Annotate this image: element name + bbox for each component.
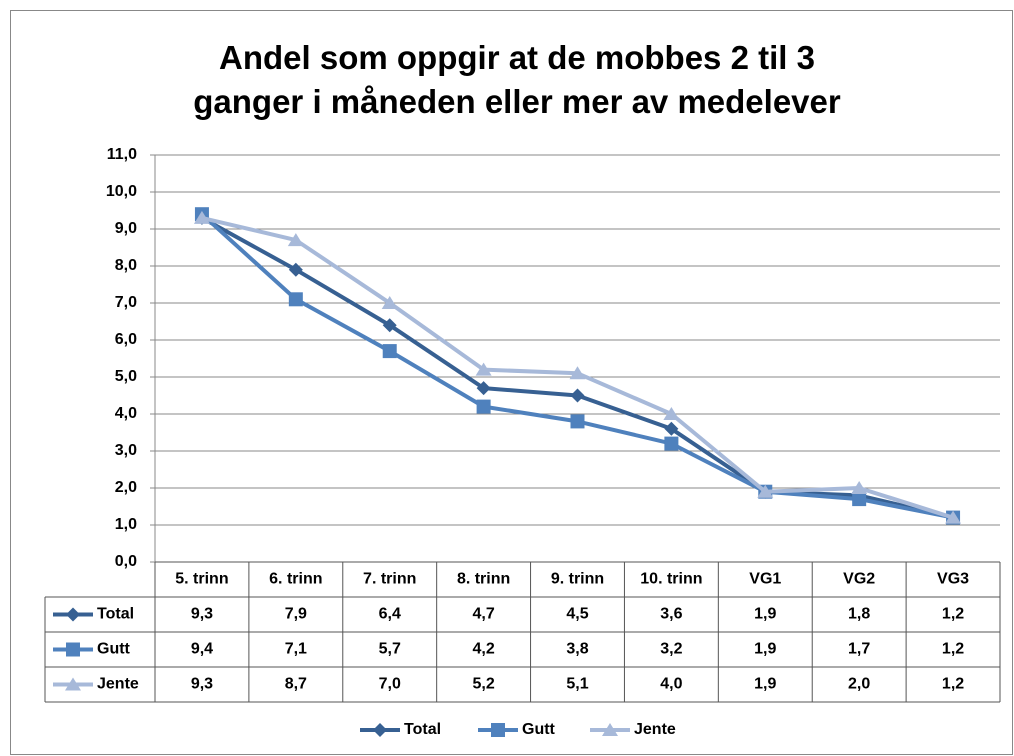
table-value: 3,8 — [566, 641, 588, 658]
y-tick-label: 1,0 — [115, 516, 137, 533]
legend-marker — [491, 723, 505, 737]
table-value: 6,4 — [379, 606, 401, 623]
y-tick-label: 6,0 — [115, 331, 137, 348]
table-series-name: Jente — [97, 676, 139, 693]
table-value: 3,6 — [660, 606, 682, 623]
x-tick-label: 7. trinn — [363, 571, 416, 588]
point — [664, 436, 679, 451]
table-value: 1,2 — [942, 606, 964, 623]
point — [663, 407, 680, 420]
legend-label: Total — [404, 721, 441, 738]
x-tick-label: 6. trinn — [269, 571, 322, 588]
point — [570, 414, 585, 429]
table-value: 1,9 — [754, 676, 776, 693]
y-tick-label: 2,0 — [115, 479, 137, 496]
y-tick-label: 4,0 — [115, 405, 137, 422]
table-value: 1,9 — [754, 606, 776, 623]
x-tick-label: VG3 — [937, 571, 969, 588]
point — [569, 366, 586, 380]
point — [570, 388, 585, 403]
table-value: 1,2 — [942, 676, 964, 693]
table-legend-marker — [65, 677, 81, 691]
x-tick-label: 8. trinn — [457, 571, 510, 588]
table-value: 7,1 — [285, 641, 307, 658]
table-value: 4,0 — [660, 676, 682, 693]
y-tick-label: 9,0 — [115, 220, 137, 237]
table-legend-marker — [66, 642, 80, 657]
legend-marker — [373, 723, 387, 737]
table-series-name: Gutt — [97, 641, 131, 658]
table-legend-marker — [66, 607, 80, 622]
y-tick-label: 0,0 — [115, 553, 137, 570]
point — [382, 318, 397, 333]
point — [945, 510, 962, 524]
legend-marker — [602, 723, 618, 736]
y-tick-label: 3,0 — [115, 442, 137, 459]
point — [193, 210, 210, 224]
table-value: 8,7 — [285, 676, 307, 693]
point — [851, 481, 868, 494]
point — [475, 362, 492, 376]
table-value: 9,3 — [191, 676, 213, 693]
y-tick-label: 11,0 — [107, 146, 137, 163]
x-tick-label: 9. trinn — [551, 571, 604, 588]
point — [476, 399, 491, 414]
table-value: 1,2 — [942, 641, 964, 658]
chart-title: Andel som oppgir at de mobbes 2 til 3 gan… — [193, 39, 841, 120]
legend-label: Gutt — [522, 721, 556, 738]
table-value: 5,7 — [379, 641, 401, 658]
title-line: ganger i måneden eller mer av medelever — [193, 83, 841, 120]
title-line: Andel som oppgir at de mobbes 2 til 3 — [219, 39, 815, 76]
table-value: 1,8 — [848, 606, 870, 623]
table-value: 7,9 — [285, 606, 307, 623]
table-value: 9,3 — [191, 606, 213, 623]
x-tick-label: 10. trinn — [640, 571, 702, 588]
table-value: 9,4 — [191, 641, 213, 658]
point — [664, 421, 679, 436]
chart-frame — [10, 10, 1013, 755]
point — [852, 492, 867, 507]
point — [287, 233, 304, 247]
table-value: 3,2 — [660, 641, 682, 658]
point — [382, 344, 397, 359]
table-value: 1,7 — [848, 641, 870, 658]
y-tick-label: 8,0 — [115, 257, 137, 274]
x-tick-label: 5. trinn — [175, 571, 228, 588]
legend-label: Jente — [634, 721, 676, 738]
table-value: 5,2 — [472, 676, 494, 693]
y-tick-label: 7,0 — [115, 294, 137, 311]
table-value: 4,2 — [472, 641, 494, 658]
point — [381, 296, 398, 309]
table-value: 5,1 — [566, 676, 588, 693]
x-tick-label: VG1 — [749, 571, 781, 588]
table-value: 4,7 — [472, 606, 494, 623]
table-value: 2,0 — [848, 676, 870, 693]
point — [476, 381, 491, 396]
point — [757, 484, 774, 498]
point — [288, 292, 303, 307]
table-value: 4,5 — [566, 606, 588, 623]
x-tick-label: VG2 — [843, 571, 875, 588]
table-value: 1,9 — [754, 641, 776, 658]
table-value: 7,0 — [379, 676, 401, 693]
point — [288, 262, 303, 277]
y-tick-label: 5,0 — [115, 368, 137, 385]
table-series-name: Total — [97, 606, 134, 623]
y-tick-label: 10,0 — [106, 183, 137, 200]
